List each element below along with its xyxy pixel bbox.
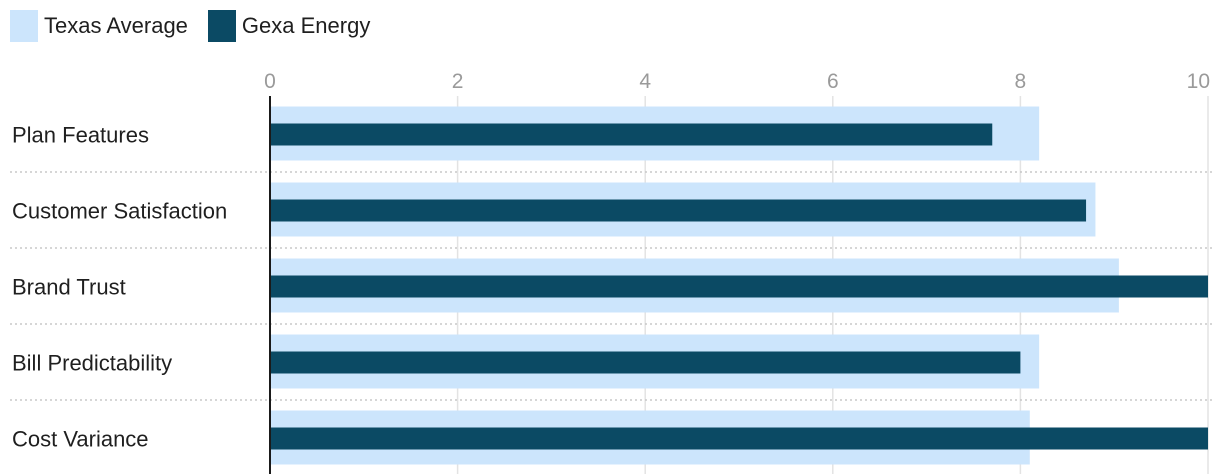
bar-gexa-energy bbox=[270, 275, 1208, 298]
x-tick-label: 2 bbox=[452, 70, 464, 93]
legend-item-texas-average[interactable]: Texas Average bbox=[10, 10, 188, 42]
bar-gexa-energy bbox=[270, 199, 1087, 222]
legend: Texas Average Gexa Energy bbox=[10, 10, 370, 42]
legend-swatch-texas-average bbox=[10, 10, 38, 42]
category-label: Plan Features bbox=[12, 123, 149, 148]
x-tick-label: 6 bbox=[827, 70, 839, 93]
category-label: Bill Predictability bbox=[12, 351, 172, 376]
legend-label-texas-average: Texas Average bbox=[44, 13, 188, 38]
category-label: Brand Trust bbox=[12, 275, 126, 300]
legend-item-gexa-energy[interactable]: Gexa Energy bbox=[207, 10, 371, 42]
bar-gexa-energy bbox=[270, 123, 993, 146]
x-tick-label: 4 bbox=[639, 70, 651, 93]
category-label: Customer Satisfaction bbox=[12, 199, 227, 224]
x-tick-label: 10 bbox=[1187, 70, 1210, 93]
bar-gexa-energy bbox=[270, 351, 1021, 374]
bar-gexa-energy bbox=[270, 427, 1208, 450]
x-tick-label: 0 bbox=[264, 70, 276, 93]
legend-swatch-gexa-energy bbox=[207, 10, 236, 42]
x-tick-label: 8 bbox=[1015, 70, 1027, 93]
legend-label-gexa-energy: Gexa Energy bbox=[241, 13, 371, 38]
category-label: Cost Variance bbox=[12, 427, 149, 452]
